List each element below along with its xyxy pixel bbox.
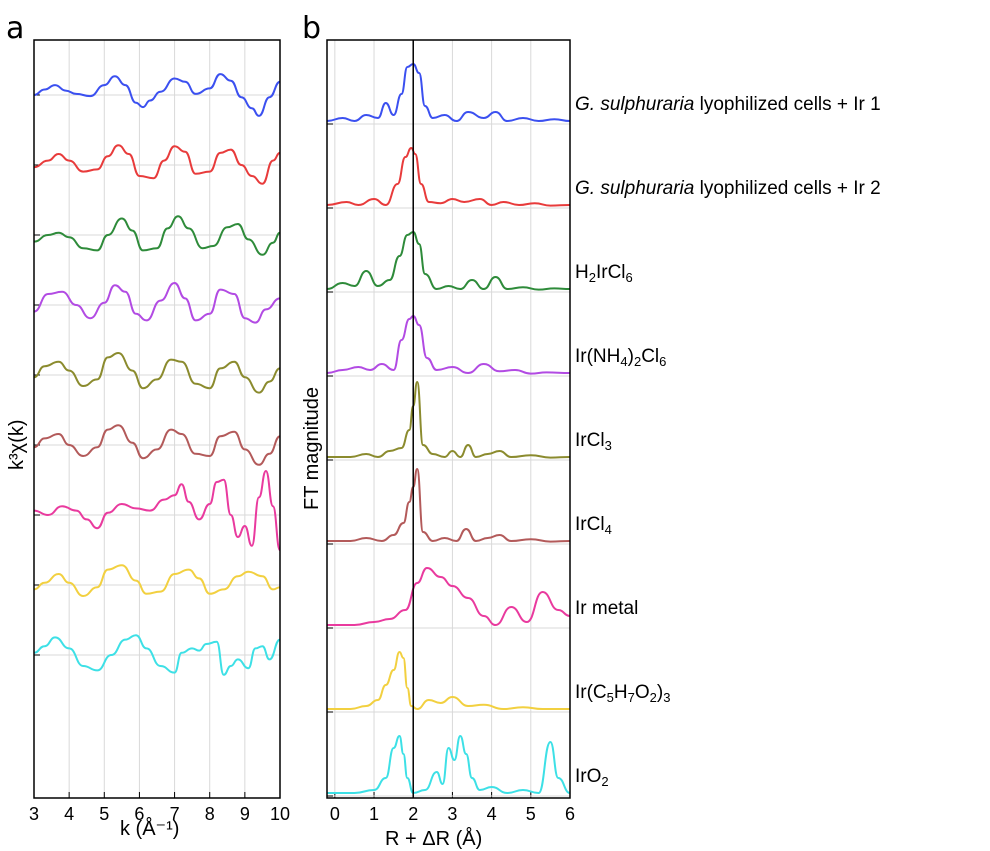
panel-b-series-4: [326, 314, 571, 375]
panel-a-series-4: [33, 281, 281, 324]
series-label-2: G. sulphuraria lyophilized cells + Ir 2: [575, 178, 881, 200]
panel-a-ylabel: k³χ(k): [6, 419, 28, 470]
panel-a-series-9: [33, 634, 281, 676]
series-label-subscript: 7: [627, 690, 635, 705]
panel-b-series-9: [327, 734, 571, 795]
panel-b-series-6: [326, 467, 571, 543]
series-label-subscript: 4: [620, 354, 628, 369]
panel-a-series-1: [33, 73, 281, 117]
series-label-text: ): [627, 346, 634, 367]
series-label-text: Ir metal: [575, 598, 639, 619]
series-label-text: IrCl: [575, 514, 605, 535]
series-label-5: IrCl3: [575, 430, 612, 457]
series-label-subscript: 6: [659, 354, 667, 369]
panel-a-frame: [33, 39, 281, 799]
series-label-species: G. sulphuraria: [575, 178, 695, 199]
series-label-text: IrO: [575, 766, 602, 787]
panel-a-series-6: [33, 424, 281, 466]
panel-a-series-7: [33, 469, 281, 552]
series-label-subscript: 2: [633, 354, 642, 369]
series-label-subscript: 6: [625, 270, 633, 285]
panel-a-tick-label: 9: [240, 804, 250, 824]
series-label-subscript: 5: [606, 690, 614, 705]
series-label-subscript: 4: [604, 522, 612, 537]
series-label-text: Ir(C: [575, 682, 607, 703]
series-label-text: H: [613, 682, 628, 703]
panel-a-series-8: [33, 564, 281, 598]
panel-b-tick-label: 6: [565, 804, 575, 824]
panel-a-tick-label: 4: [64, 804, 74, 824]
series-label-text: IrCl: [575, 430, 605, 451]
series-label-subscript: 2: [649, 690, 657, 705]
series-label-rest: lyophilized cells + Ir 1: [694, 94, 881, 115]
series-label-8: Ir(C5H7O2)3: [575, 682, 670, 709]
panel-b-frame: [326, 39, 571, 799]
panel-b-series-7: [327, 566, 571, 627]
panel-b-series-3: [326, 230, 571, 291]
series-label-text: H: [575, 262, 589, 283]
panel-b-tick-label: 3: [447, 804, 457, 824]
panel-a-tick-label: 5: [99, 804, 109, 824]
series-label-subscript: 2: [601, 774, 609, 789]
panel-a-letter: a: [6, 11, 25, 46]
series-label-subscript: 3: [604, 438, 612, 453]
series-label-1: G. sulphuraria lyophilized cells + Ir 1: [575, 94, 881, 116]
panel-b-tick-label: 1: [369, 804, 379, 824]
series-label-3: H2IrCl6: [575, 262, 633, 289]
panel-a-xlabel: k (Å⁻¹): [120, 818, 180, 840]
panel-a-series-2: [33, 144, 281, 185]
series-label-text: IrCl: [595, 262, 626, 283]
panel-a-tick-label: 10: [270, 804, 290, 824]
series-label-species: G. sulphuraria: [575, 94, 695, 115]
series-label-7: Ir metal: [575, 598, 638, 620]
panel-b-ylabel: FT magnitude: [301, 386, 323, 510]
panel-b-letter: b: [302, 11, 322, 46]
panel-a-series-3: [33, 215, 281, 256]
panel-b-series-8: [327, 650, 570, 711]
series-label-6: IrCl4: [575, 514, 612, 541]
panel-b-series-5: [326, 380, 571, 459]
panel-a-tick-label: 8: [205, 804, 215, 824]
series-label-subscript: 3: [663, 690, 671, 705]
panel-a-tick-label: 7: [170, 804, 180, 824]
panel-b-series-2: [326, 146, 571, 207]
panel-a-tick-label: 6: [134, 804, 144, 824]
series-label-4: Ir(NH4)2Cl6: [575, 346, 666, 373]
series-label-rest: lyophilized cells + Ir 2: [694, 178, 881, 199]
panel-b-series-1: [326, 62, 571, 123]
panel-a-series-5: [33, 351, 281, 394]
panel-b-xlabel: R + ΔR (Å): [385, 828, 483, 850]
series-label-text: ): [656, 682, 664, 703]
panel-b-tick-label: 2: [408, 804, 418, 824]
series-label-text: Cl: [641, 346, 660, 367]
series-label-9: IrO2: [575, 766, 609, 793]
panel-b-tick-label: 5: [526, 804, 536, 824]
series-label-subscript: 2: [588, 270, 596, 285]
panel-b-tick-label: 4: [487, 804, 497, 824]
series-label-text: Ir(NH: [575, 346, 621, 367]
series-label-text: O: [634, 682, 650, 703]
panel-a-tick-label: 3: [29, 804, 39, 824]
panel-b-tick-label: 0: [330, 804, 340, 824]
